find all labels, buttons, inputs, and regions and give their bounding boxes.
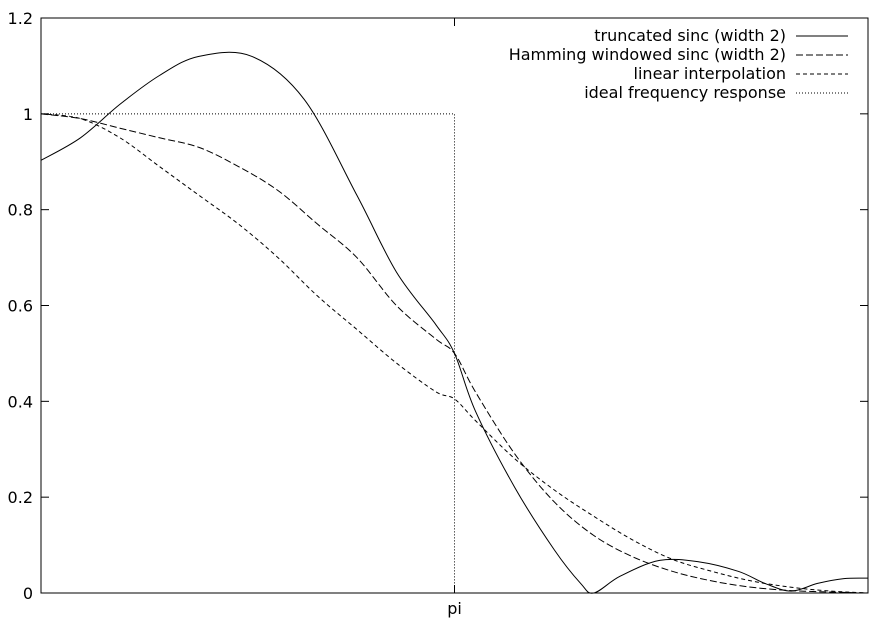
tick-group: 0 0.2 0.4 0.6 0.8 1 1.2 pi <box>8 9 868 618</box>
y-tick-label: 0.4 <box>8 392 33 411</box>
legend-label: linear interpolation <box>634 64 786 83</box>
series-line-2 <box>40 113 869 594</box>
y-tick-label: 0.6 <box>8 297 33 316</box>
legend-label: Hamming windowed sinc (width 2) <box>509 45 786 64</box>
y-tick-label: 0 <box>23 584 33 603</box>
plot-frame <box>40 17 869 594</box>
series-line-3 <box>40 113 869 594</box>
y-tick-label: 1 <box>23 105 33 124</box>
legend: truncated sinc (width 2)Hamming windowed… <box>509 26 848 102</box>
y-tick-label: 0.2 <box>8 488 33 507</box>
series-line-1 <box>40 51 869 594</box>
series-group <box>40 51 869 594</box>
y-tick-label: 0.8 <box>8 201 33 220</box>
legend-label: truncated sinc (width 2) <box>594 26 786 45</box>
x-tick-label: pi <box>447 599 462 618</box>
legend-label: ideal frequency response <box>584 83 786 102</box>
y-tick-label: 1.2 <box>8 9 33 28</box>
